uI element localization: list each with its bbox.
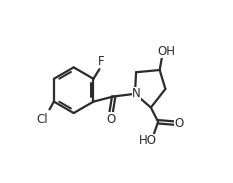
Text: O: O [106,113,115,126]
Text: F: F [97,55,104,68]
Text: OH: OH [158,45,175,58]
Text: O: O [174,117,184,130]
Text: Cl: Cl [36,113,48,126]
Text: HO: HO [139,135,157,147]
Text: N: N [132,87,141,100]
